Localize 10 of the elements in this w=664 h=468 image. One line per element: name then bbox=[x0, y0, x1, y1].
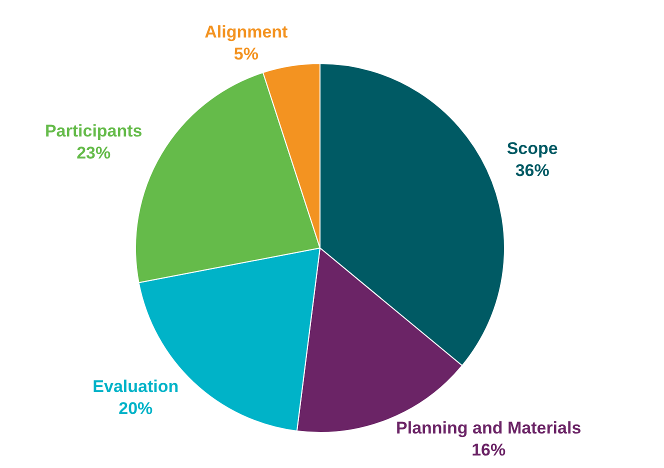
slice-label: Alignment bbox=[204, 22, 288, 42]
data-label: 5% bbox=[234, 44, 258, 64]
slice-label: Planning and Materials bbox=[396, 418, 582, 438]
data-label: 20% bbox=[118, 399, 153, 418]
slice-label: Participants bbox=[44, 122, 142, 141]
data-label: 23% bbox=[76, 144, 111, 163]
data-label: 36% bbox=[515, 160, 550, 180]
slice-label: Scope bbox=[506, 138, 558, 158]
data-label: 16% bbox=[472, 440, 506, 460]
slice-label: Evaluation bbox=[92, 377, 179, 396]
